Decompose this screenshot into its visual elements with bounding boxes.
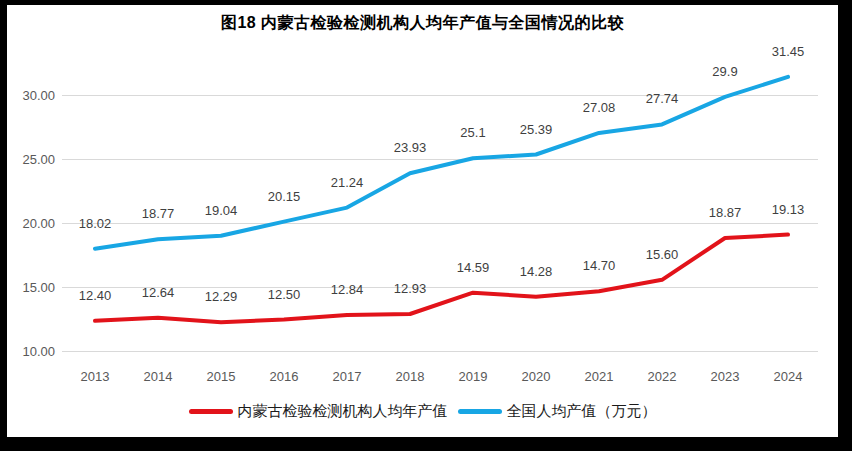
data-label-series-0: 12.40 [79,288,112,303]
legend-item-national: 全国人均产值（万元） [458,402,657,421]
legend-label-neimenggu: 内蒙古检验检测机构人均年产值 [238,402,448,421]
data-label-series-0: 12.84 [331,282,364,297]
data-label-series-0: 12.93 [394,281,427,296]
data-label-series-0: 12.29 [205,289,238,304]
data-label-series-0: 14.70 [583,258,616,273]
legend: 内蒙古检验检测机构人均年产值 全国人均产值（万元） [7,402,838,421]
x-axis-tick-label: 2013 [81,369,110,384]
series-line-0 [95,235,788,323]
data-label-series-1: 27.08 [583,100,616,115]
x-axis-tick-label: 2015 [207,369,236,384]
data-label-series-0: 14.28 [520,264,553,279]
legend-swatch-red-line [189,409,233,414]
x-axis-tick-label: 2014 [144,369,173,384]
chart-surface: 图18 内蒙古检验检测机构人均年产值与全国情况的比较 10.0015.0020.… [7,5,838,437]
data-label-series-1: 18.02 [79,216,112,231]
x-axis-tick-label: 2024 [774,369,803,384]
plot-area: 10.00 15.00 20.00 25.00 30.00 2013 2014 2015 201… [7,5,838,437]
data-label-series-0: 14.59 [457,260,490,275]
legend-label-national: 全国人均产值（万元） [507,402,657,421]
x-axis-tick-label: 2021 [585,369,614,384]
data-label-series-1: 18.77 [142,206,175,221]
data-label-series-0: 12.64 [142,285,175,300]
data-label-series-1: 27.74 [646,91,679,106]
data-label-series-0: 18.87 [709,205,742,220]
x-axis-tick-label: 2020 [522,369,551,384]
data-label-series-1: 20.15 [268,189,301,204]
x-axis-tick-label: 2023 [711,369,740,384]
y-axis-tick-label: 15.00 [22,280,55,295]
x-axis-tick-label: 2017 [333,369,362,384]
data-label-series-1: 21.24 [331,175,364,190]
data-label-series-1: 23.93 [394,140,427,155]
x-axis-tick-label: 2019 [459,369,488,384]
data-label-series-1: 25.39 [520,122,553,137]
legend-swatch-blue-line [458,409,502,414]
page: { "frame": { "background": "#000000", "s… [0,0,852,451]
data-label-series-0: 15.60 [646,247,679,262]
x-axis-tick-label: 2018 [396,369,425,384]
y-axis-tick-label: 30.00 [22,88,55,103]
legend-item-neimenggu: 内蒙古检验检测机构人均年产值 [189,402,448,421]
data-label-series-1: 25.1 [460,125,485,140]
y-axis-tick-label: 10.00 [22,344,55,359]
data-label-series-1: 29.9 [712,64,737,79]
data-label-series-0: 19.13 [772,202,805,217]
y-axis-tick-label: 25.00 [22,152,55,167]
data-label-series-0: 12.50 [268,287,301,302]
x-axis-tick-label: 2016 [270,369,299,384]
x-axis-tick-label: 2022 [648,369,677,384]
data-label-series-1: 31.45 [772,44,805,59]
y-axis-tick-label: 20.00 [22,216,55,231]
data-label-series-1: 19.04 [205,203,238,218]
